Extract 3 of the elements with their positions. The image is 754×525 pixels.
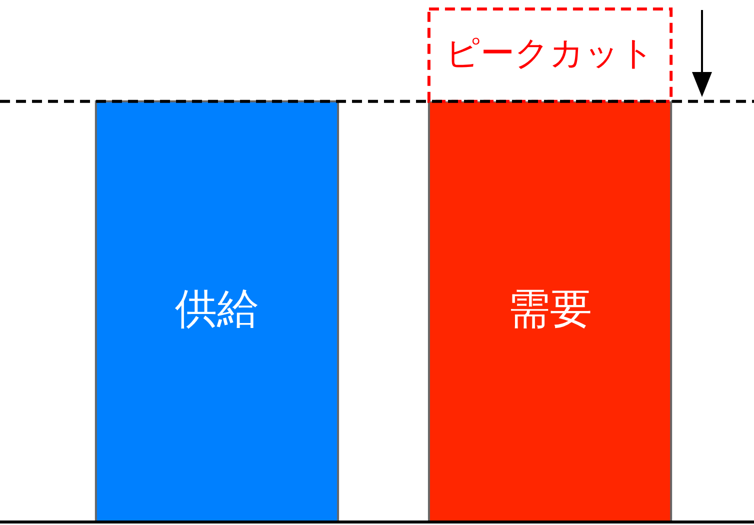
x-tick-label: 需要	[508, 284, 592, 334]
series-label: ピークカット	[446, 33, 655, 74]
x-tick-label: 供給	[174, 284, 259, 334]
